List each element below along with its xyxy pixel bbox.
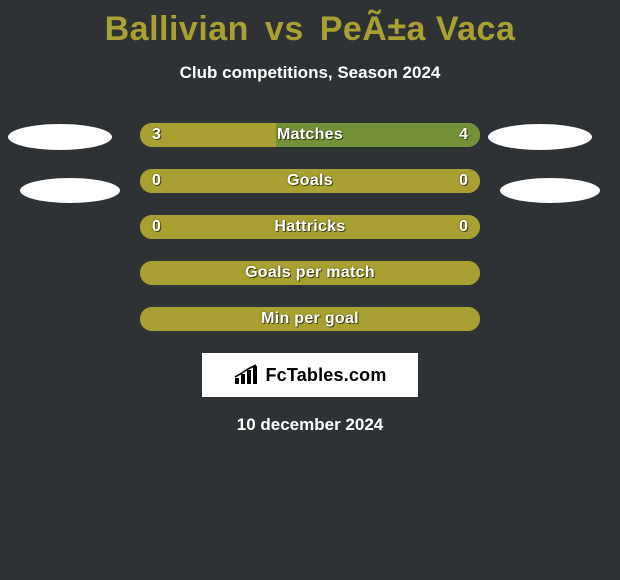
stat-value-right: 4: [459, 123, 468, 147]
stat-label: Goals per match: [245, 264, 375, 282]
subtitle: Club competitions, Season 2024: [0, 63, 620, 83]
stat-label: Min per goal: [261, 310, 359, 328]
brand-text: FcTables.com: [265, 365, 386, 386]
brand-box: FcTables.com: [202, 353, 418, 397]
ellipse-icon: [488, 124, 592, 150]
stat-value-left: 0: [152, 169, 161, 193]
stat-value-right: 0: [459, 169, 468, 193]
stat-row: 0 0 Goals: [140, 169, 480, 193]
ellipse-icon: [8, 124, 112, 150]
ellipse-icon: [500, 178, 600, 203]
stat-value-left: 3: [152, 123, 161, 147]
ellipse-icon: [20, 178, 120, 203]
date-text: 10 december 2024: [0, 415, 620, 435]
stat-value-right: 0: [459, 215, 468, 239]
title-left: Ballivian: [105, 10, 249, 48]
title-right: PeÃ±a Vaca: [320, 10, 516, 48]
stat-value-left: 0: [152, 215, 161, 239]
title-vs: vs: [265, 10, 304, 48]
page-title: Ballivian vs PeÃ±a Vaca: [0, 0, 620, 49]
stat-row: 0 0 Hattricks: [140, 215, 480, 239]
stat-row: Goals per match: [140, 261, 480, 285]
stat-row: 3 4 Matches: [140, 123, 480, 147]
stat-label: Matches: [277, 126, 343, 144]
stat-label: Hattricks: [274, 218, 345, 236]
barchart-icon: [233, 364, 259, 386]
stat-label: Goals: [287, 172, 333, 190]
stat-rows: 3 4 Matches 0 0 Goals 0 0 Hattricks Goals per mat…: [0, 123, 620, 331]
stat-row: Min per goal: [140, 307, 480, 331]
